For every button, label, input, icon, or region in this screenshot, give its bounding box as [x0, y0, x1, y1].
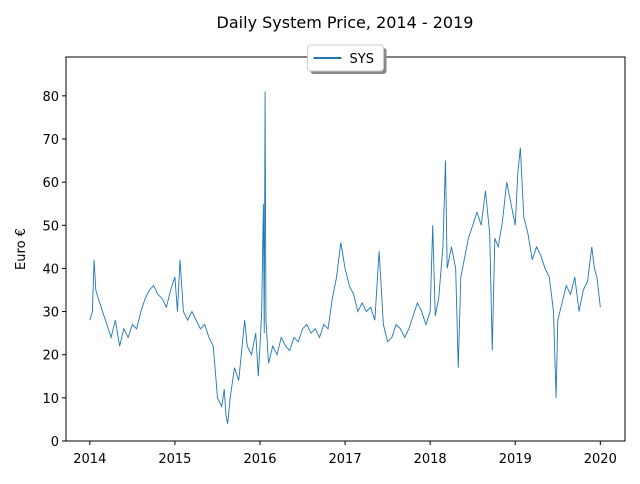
- y-axis-label: Euro €: [14, 228, 29, 270]
- x-tick-label: 2014: [73, 452, 106, 467]
- x-tick-label: 2019: [499, 452, 532, 467]
- x-tick-label: 2016: [243, 452, 276, 467]
- x-tick-label: 2015: [158, 452, 191, 467]
- y-tick-label: 10: [42, 392, 59, 407]
- y-tick-label: 60: [42, 176, 59, 191]
- y-tick-label: 0: [51, 435, 59, 450]
- data-line: [89, 91, 601, 424]
- y-tick-label: 80: [42, 90, 59, 105]
- legend-label: SYS: [350, 52, 374, 67]
- x-tick-label: 2018: [414, 452, 447, 467]
- y-tick-label: 20: [42, 349, 59, 364]
- chart-title: Daily System Price, 2014 - 2019: [217, 13, 474, 32]
- plot-frame: [65, 56, 626, 442]
- legend-box: [307, 44, 384, 72]
- y-tick-label: 30: [42, 306, 59, 321]
- y-tick-label: 70: [42, 133, 59, 148]
- x-tick-label: 2017: [329, 452, 362, 467]
- y-tick-label: 50: [42, 219, 59, 234]
- y-tick-label: 40: [42, 262, 59, 277]
- x-tick-label: 2020: [584, 452, 617, 467]
